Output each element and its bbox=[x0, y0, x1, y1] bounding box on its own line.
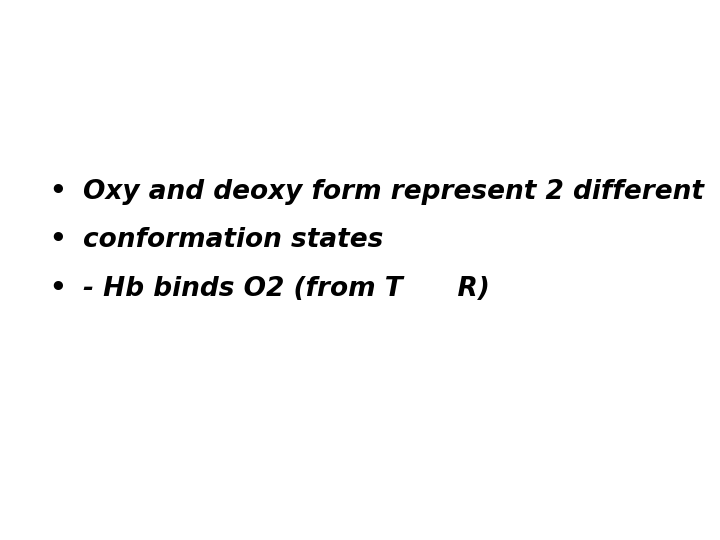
Text: - Hb binds O2 (from T      R): - Hb binds O2 (from T R) bbox=[83, 276, 490, 302]
Text: Oxy and deoxy form represent 2 different: Oxy and deoxy form represent 2 different bbox=[83, 179, 703, 205]
Text: •: • bbox=[49, 227, 66, 253]
Text: •: • bbox=[49, 179, 66, 205]
Text: •: • bbox=[49, 276, 66, 302]
Text: conformation states: conformation states bbox=[83, 227, 383, 253]
